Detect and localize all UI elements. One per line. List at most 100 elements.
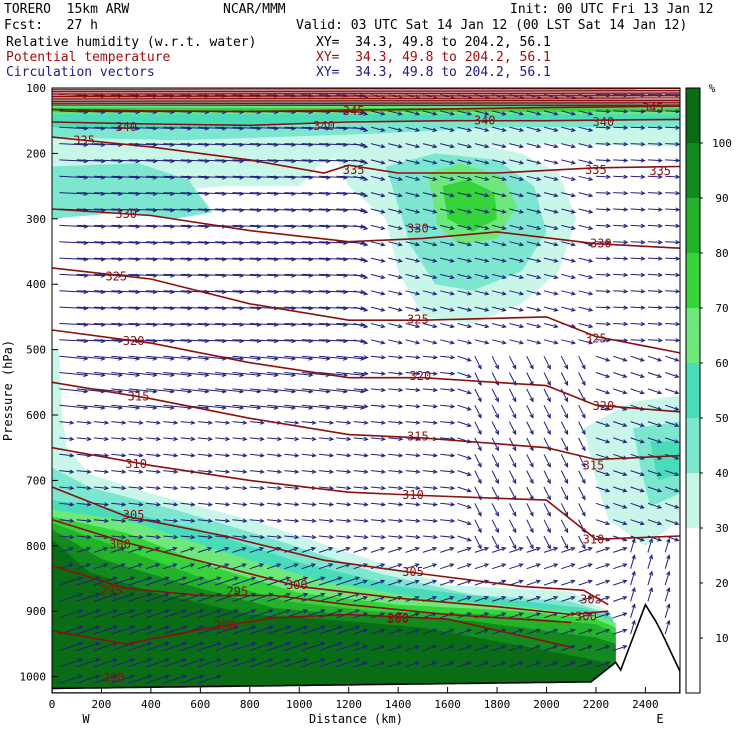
wind-vector	[128, 420, 144, 425]
wind-vector	[647, 109, 663, 114]
wind-vector	[59, 641, 84, 651]
x-tick-label: 1400	[385, 698, 412, 711]
wind-vector	[543, 143, 559, 149]
wind-vector	[388, 420, 404, 425]
wind-vector	[440, 241, 455, 247]
wind-vector	[526, 290, 542, 296]
wind-vector	[111, 502, 127, 507]
theta-contour-label: 335	[343, 163, 365, 177]
wind-vector	[128, 641, 153, 651]
wind-vector	[284, 372, 314, 378]
wind-vector	[353, 159, 369, 165]
wind-vector	[405, 661, 420, 668]
wind-vector	[665, 502, 680, 509]
field-rh-xy: XY= 34.3, 49.8 to 204.2, 56.1	[316, 35, 551, 50]
theta-contour-label: 340	[474, 114, 496, 128]
colorbar-tick-label: 90	[715, 192, 728, 205]
wind-vector	[128, 436, 144, 442]
wind-vector	[267, 355, 297, 361]
wind-vector	[560, 372, 569, 387]
wind-vector	[232, 609, 257, 619]
wind-vector	[370, 645, 386, 651]
wind-vector	[215, 502, 231, 507]
wind-vector	[508, 355, 517, 370]
wind-vector	[440, 290, 455, 296]
rh-shade-region	[650, 441, 680, 481]
wind-vector	[474, 519, 482, 534]
wind-vector	[440, 518, 456, 523]
wind-vector	[595, 470, 611, 477]
wind-vector	[370, 126, 386, 132]
wind-vector	[630, 470, 645, 477]
wind-vector	[491, 175, 507, 181]
wind-vector	[318, 658, 343, 668]
wind-vector	[93, 518, 110, 523]
wind-vector	[665, 404, 680, 411]
wind-vector	[76, 518, 92, 523]
wind-vector	[232, 469, 248, 474]
wind-vector	[543, 323, 559, 329]
wind-vector	[422, 563, 438, 570]
wind-vector	[630, 256, 646, 261]
wind-vector	[388, 208, 403, 214]
wind-vector	[457, 175, 473, 181]
wind-vector	[578, 661, 593, 668]
wind-vector	[630, 272, 646, 278]
wind-vector	[665, 190, 680, 196]
wind-vector	[405, 273, 421, 280]
wind-vector	[388, 502, 404, 507]
wind-vector	[284, 518, 300, 523]
wind-vector	[267, 372, 297, 378]
wind-vector	[491, 257, 507, 263]
theta-contour-label: 310	[583, 532, 605, 546]
wind-vector	[232, 546, 247, 553]
wind-vector	[595, 628, 611, 635]
theta-contour-295	[52, 564, 572, 624]
wind-vector	[180, 485, 196, 491]
wind-vector	[318, 420, 335, 425]
x-tick-label: 600	[190, 698, 210, 711]
wind-vector	[388, 404, 404, 409]
wind-vector	[509, 546, 524, 553]
wind-vector	[578, 224, 594, 231]
wind-vector	[284, 502, 300, 507]
wind-vector	[595, 388, 611, 395]
wind-vector	[370, 387, 387, 393]
wind-vector	[111, 372, 141, 378]
wind-vector	[215, 609, 239, 619]
wind-vector	[491, 388, 499, 403]
wind-vector	[630, 537, 636, 553]
wind-vector	[232, 658, 257, 668]
wind-vector	[197, 576, 222, 586]
valid-time: Valid: 03 UTC Sat 14 Jan 12 (00 LST Sat …	[296, 18, 688, 33]
wind-vector	[232, 502, 248, 507]
wind-vector	[630, 486, 645, 493]
wind-vector	[630, 502, 645, 509]
wind-vector	[59, 609, 84, 619]
wind-vector	[353, 645, 368, 651]
wind-vector	[508, 437, 517, 452]
wind-vector	[180, 534, 196, 540]
wind-vector	[370, 661, 386, 668]
wind-vector	[163, 518, 179, 523]
colorbar-tick-label: 80	[715, 247, 728, 260]
wind-vector	[578, 437, 586, 452]
wind-vector	[76, 469, 92, 474]
wind-vector	[595, 141, 612, 147]
wind-vector	[560, 388, 569, 403]
wind-vector	[215, 453, 231, 458]
wind-vector	[301, 546, 317, 553]
wind-vector	[197, 658, 222, 668]
wind-vector	[665, 519, 680, 526]
y-tick-label: 400	[26, 278, 46, 291]
wind-vector	[613, 223, 629, 229]
wind-vector	[508, 519, 517, 534]
wind-vector	[664, 586, 671, 602]
wind-vector	[491, 563, 507, 570]
wind-vector	[267, 453, 283, 458]
wind-vector	[301, 563, 317, 570]
wind-vector	[163, 534, 179, 540]
wind-vector	[630, 240, 646, 245]
wind-vector	[630, 437, 645, 444]
wind-vector	[613, 519, 628, 526]
